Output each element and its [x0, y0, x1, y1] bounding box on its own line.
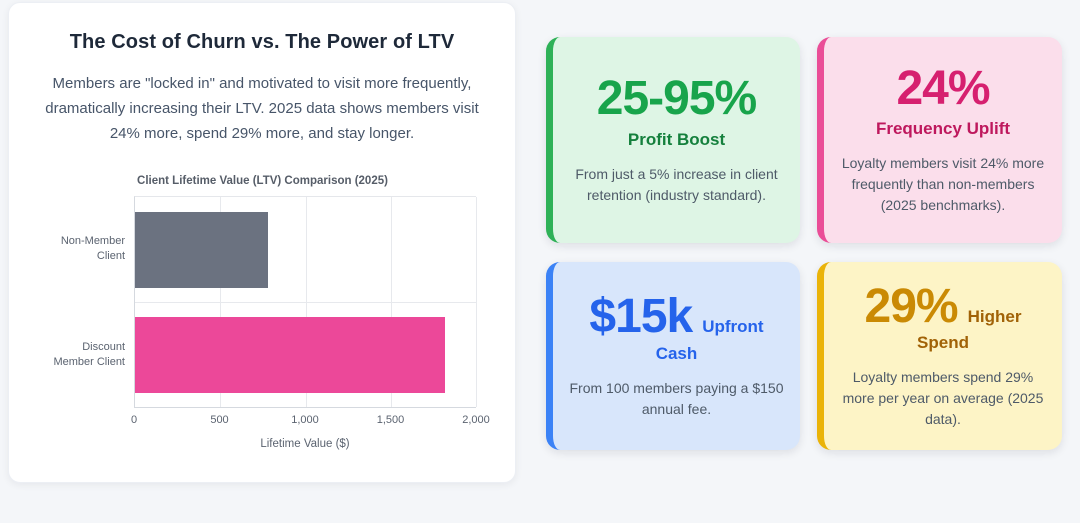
- stat-description: Loyalty members spend 29% more per year …: [842, 369, 1044, 428]
- x-axis-tick: 500: [210, 414, 229, 426]
- stat-label: Profit Boost: [627, 129, 726, 149]
- card-title: The Cost of Churn vs. The Power of LTV: [69, 31, 455, 53]
- stat-card-profit-boost: 25-95% Profit Boost From just a 5% increa…: [546, 37, 800, 243]
- x-axis-title: Lifetime Value ($): [260, 438, 350, 450]
- chart-bar: [135, 316, 446, 393]
- x-axis-ticks: 0 500 1,000 1,500 2,000: [130, 414, 490, 429]
- stat-label: Higher Spend: [917, 306, 1022, 353]
- stat-card-grid: 25-95% Profit Boost From just a 5% increa…: [546, 37, 1062, 450]
- x-axis-tick: 2,000: [462, 414, 490, 426]
- y-axis-label: Non-Member Client: [60, 235, 125, 262]
- x-axis-tick: 0: [130, 414, 138, 426]
- ltv-bar-chart: Client Lifetime Value (LTV) Comparison (…: [39, 175, 490, 450]
- stat-card-upfront-cash: $15k Upfront Cash From 100 members paying…: [546, 262, 800, 450]
- card-description: Members are "locked in" and motivated to…: [45, 75, 479, 142]
- stat-heading: $15k Upfront Cash: [569, 292, 784, 364]
- gridline-vertical: [476, 197, 477, 407]
- chart-bar: [135, 211, 268, 288]
- stat-heading: 24% Frequency Uplift: [840, 61, 1046, 140]
- stat-label: Upfront Cash: [655, 317, 764, 363]
- stat-description: From just a 5% increase in client retent…: [575, 165, 778, 203]
- stat-card-frequency-uplift: 24% Frequency Uplift Loyalty members visi…: [817, 37, 1062, 243]
- ltv-summary-card: The Cost of Churn vs. The Power of LTV M…: [8, 2, 516, 483]
- stat-heading: 29% Higher Spend: [840, 279, 1046, 354]
- stat-value: 29%: [864, 279, 959, 333]
- stat-value: 24%: [896, 61, 990, 115]
- stat-value: $15k: [589, 290, 693, 344]
- x-axis-tick: 1,500: [376, 414, 405, 426]
- stat-value: 25-95%: [596, 72, 757, 126]
- stat-heading: 25-95% Profit Boost: [569, 72, 784, 150]
- stat-card-higher-spend: 29% Higher Spend Loyalty members spend 29…: [817, 262, 1062, 450]
- y-axis: Non-Member Client Discount Member Client: [39, 196, 134, 408]
- y-axis-label: Discount Member Client: [53, 341, 125, 368]
- stat-description: Loyalty members visit 24% more frequentl…: [841, 155, 1045, 214]
- x-axis-tick: 1,000: [291, 414, 319, 426]
- plot-area: [134, 196, 477, 408]
- stat-description: From 100 members paying a $150 annual fe…: [569, 379, 784, 417]
- gridline-horizontal: [135, 302, 476, 303]
- stat-label: Frequency Uplift: [875, 119, 1011, 139]
- chart-title: Client Lifetime Value (LTV) Comparison (…: [137, 175, 388, 187]
